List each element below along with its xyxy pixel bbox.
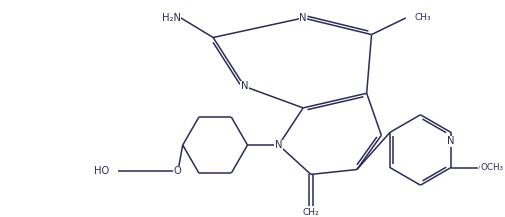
- Text: N: N: [241, 81, 248, 91]
- Text: O: O: [174, 166, 182, 176]
- Text: N: N: [299, 13, 307, 23]
- Text: CH₃: CH₃: [415, 13, 431, 22]
- Text: N: N: [447, 136, 454, 146]
- Text: OCH₃: OCH₃: [480, 163, 503, 172]
- Text: HO: HO: [93, 166, 109, 176]
- Text: O: O: [478, 163, 486, 173]
- Text: CH₂: CH₂: [302, 207, 319, 217]
- Text: N: N: [275, 140, 282, 150]
- Text: H₂N: H₂N: [162, 13, 181, 23]
